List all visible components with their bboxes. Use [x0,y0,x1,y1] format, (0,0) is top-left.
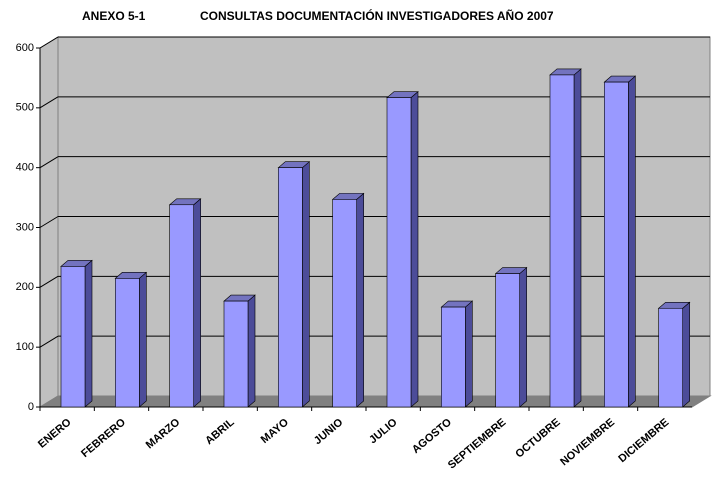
y-tick-label: 100 [16,341,34,353]
x-tick-label: ENERO [36,416,74,451]
grid-line [39,96,59,109]
x-tick-label: FEBRERO [79,416,128,460]
x-tick-label: AGOSTO [410,416,454,456]
bar-front [658,307,683,408]
bar [114,271,148,408]
y-tick-label: 300 [16,221,34,233]
bar-front [60,266,86,408]
y-tick-label: 500 [16,102,34,114]
bar-front [223,300,249,408]
y-tick-label: 200 [16,281,34,293]
grid-line [39,275,59,288]
bar-front [115,278,140,408]
x-tick-label: JUNIO [312,416,346,447]
bar-front [441,306,466,408]
bar [549,68,582,408]
bar-side [573,68,582,408]
chart-title: CONSULTAS DOCUMENTACIÓN INVESTIGADORES A… [200,8,554,23]
bar [223,294,256,408]
bar-side [519,266,527,408]
bar-side [193,198,201,408]
bar-front [278,167,303,408]
x-tick-label: OCTUBRE [513,416,562,460]
x-tick-label: MAYO [259,416,292,446]
x-tick-label: JULIO [367,416,400,446]
bar-side [682,301,690,408]
bar [277,161,311,408]
x-tick-label: DICIEMBRE [616,416,671,465]
x-tick-label: MARZO [144,416,183,451]
grid-line [39,216,59,228]
grid-line [39,335,59,348]
chart-annex: ANEXO 5-1 [82,9,146,23]
y-tick-label: 0 [28,401,34,413]
bar [603,75,637,408]
bar-side [139,271,147,408]
bar-front [495,273,520,408]
bar-side [628,75,636,408]
bar [168,198,202,408]
bar [440,300,474,408]
bar-side [84,259,93,408]
bar [386,91,419,408]
y-tick-label: 400 [16,162,34,174]
x-tick-label: NOVIEMBRE [558,416,617,468]
grid-line [39,156,59,169]
x-tick-label: SEPTIEMBRE [446,416,508,471]
bar-side [356,192,364,408]
bar-side [302,161,310,408]
bar [494,266,528,408]
bar-front [549,74,575,408]
bar-side [410,91,419,408]
bar [60,259,93,408]
y-tick-label: 600 [16,42,34,54]
bar [657,301,691,408]
grid-line [39,36,59,49]
bar-side [465,300,473,408]
bar-front [169,204,194,408]
bar-front [332,199,357,408]
bar-front [604,81,629,408]
x-tick-label: ABRIL [203,416,237,447]
bar [331,192,365,408]
bar-side [247,294,256,408]
bar-front [386,97,412,408]
